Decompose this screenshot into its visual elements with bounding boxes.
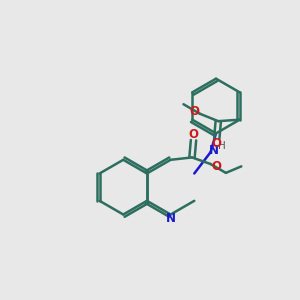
Text: N: N [166, 212, 176, 226]
Text: O: O [211, 160, 221, 172]
Text: O: O [188, 128, 199, 141]
Text: H: H [218, 141, 226, 151]
Text: N: N [208, 143, 219, 157]
Text: O: O [190, 105, 200, 118]
Text: O: O [212, 137, 222, 150]
